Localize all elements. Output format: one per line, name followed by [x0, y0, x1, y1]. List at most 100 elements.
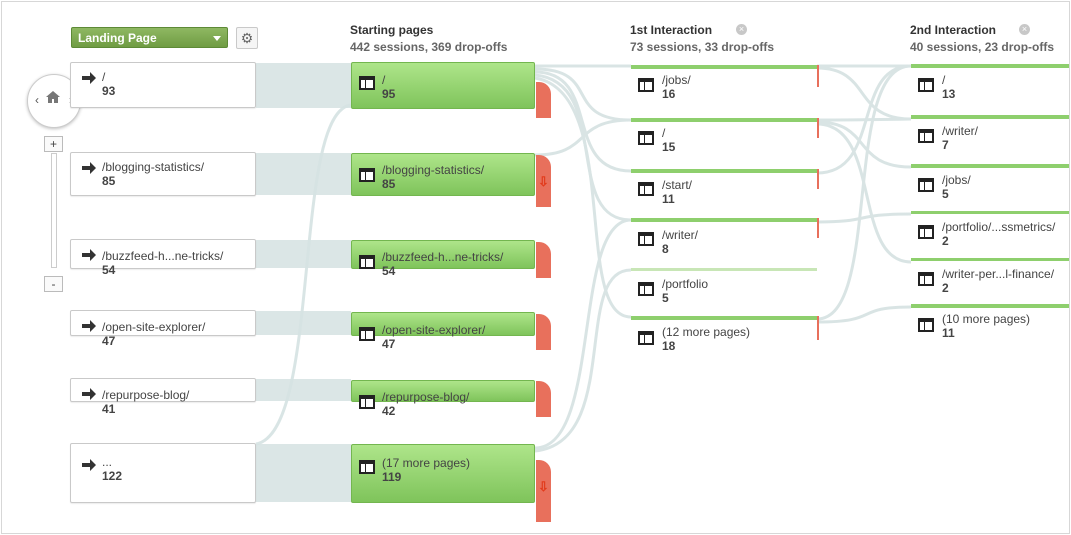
node-label: /writer/ [942, 124, 978, 138]
column-title: 1st Interaction [630, 23, 713, 37]
flow-s1-i3 [534, 70, 632, 173]
chevron-left-icon[interactable]: ‹ [35, 93, 39, 107]
landing-node[interactable]: /blogging-statistics/85 [70, 152, 256, 196]
zoom-out-button[interactable]: - [44, 276, 63, 292]
starting-node[interactable]: /95 [351, 62, 535, 109]
gear-icon[interactable]: ⚙ [236, 27, 258, 49]
entry-arrow-icon [82, 162, 96, 174]
starting-node[interactable]: /buzzfeed-h...ne-tricks/54 [351, 240, 535, 278]
flow-i2-j3 [816, 120, 912, 169]
flow-landing-5 [256, 379, 351, 401]
node-label: /writer/ [662, 228, 698, 242]
flow-s2-i2 [534, 118, 632, 157]
node-value: 85 [382, 177, 396, 191]
node-value: 7 [942, 138, 949, 152]
dropoff-bar [817, 218, 819, 238]
home-icon[interactable] [45, 90, 61, 107]
flow-landing-1 [256, 63, 351, 108]
entry-arrow-icon [82, 320, 96, 332]
flow-s6-i5 [534, 268, 632, 453]
column-header-1st: 1st Interaction 73 sessions, 33 drop-off… [630, 23, 774, 54]
node-label: /portfolio/...ssmetrics/ [942, 220, 1056, 234]
interaction-node[interactable]: /jobs/16 [631, 65, 821, 113]
interaction-node[interactable]: /portfolio/...ssmetrics/2 [911, 211, 1069, 259]
node-value: 85 [102, 174, 116, 188]
page-icon [359, 327, 375, 341]
node-bar [911, 164, 1069, 168]
interaction-node[interactable]: /portfolio 5 [631, 268, 821, 316]
node-value: 41 [102, 402, 116, 416]
interaction-node[interactable]: /jobs/5 [911, 164, 1069, 212]
column-summary: 73 sessions, 33 drop-offs [630, 40, 775, 54]
page-icon [359, 395, 375, 409]
dimension-dropdown[interactable]: Landing Page [71, 27, 228, 48]
starting-node[interactable]: /open-site-explorer/47 [351, 312, 535, 351]
node-label: / [382, 73, 386, 87]
interaction-node[interactable]: /writer/8 [631, 218, 821, 266]
node-value: 47 [382, 337, 396, 351]
starting-node[interactable]: (17 more pages) 119 [351, 444, 535, 503]
node-value: 16 [662, 87, 676, 101]
flow-i6-j6 [816, 305, 912, 324]
flow-cross-1 [255, 103, 352, 446]
node-value: 5 [662, 291, 669, 305]
flow-i4-j4 [816, 212, 912, 224]
interaction-node[interactable]: /13 [911, 64, 1069, 112]
interaction-node[interactable]: (12 more pages) 18 [631, 316, 821, 364]
node-value: 122 [102, 469, 123, 483]
close-icon[interactable]: × [736, 24, 747, 35]
dropoff-bar[interactable] [536, 381, 551, 417]
node-value: 54 [102, 263, 116, 277]
node-bar [911, 64, 1069, 68]
interaction-node[interactable]: /start/11 [631, 169, 821, 217]
landing-node[interactable]: /open-site-explorer/47 [70, 310, 256, 348]
node-label: ... [102, 455, 113, 469]
node-bar [631, 169, 817, 173]
flow-i6-j1 [816, 64, 912, 321]
node-label: /open-site-explorer/ [102, 320, 206, 334]
starting-node[interactable]: /repurpose-blog/42 [351, 380, 535, 418]
dropoff-bar[interactable] [536, 314, 551, 350]
landing-node[interactable]: ... 122 [70, 443, 256, 503]
flow-i3-j1 [816, 64, 912, 175]
node-bar [911, 258, 1069, 261]
page-icon [359, 76, 375, 90]
node-value: 95 [382, 87, 396, 101]
dropoff-bar[interactable] [536, 460, 551, 522]
dropoff-bar[interactable] [536, 82, 551, 118]
flow-s6-i4 [534, 218, 632, 450]
zoom-slider[interactable] [51, 153, 57, 268]
dropoff-bar[interactable] [536, 155, 551, 207]
landing-node[interactable]: /93 [70, 62, 256, 108]
close-icon[interactable]: × [1019, 24, 1030, 35]
node-value: 5 [942, 187, 949, 201]
node-label: /start/ [662, 178, 693, 192]
interaction-node[interactable]: /15 [631, 118, 821, 166]
node-value: 2 [942, 281, 949, 295]
flow-s1-i2 [534, 67, 632, 122]
column-summary: 40 sessions, 23 drop-offs [910, 40, 1055, 54]
interaction-node[interactable]: (10 more pages) 11 [911, 304, 1069, 352]
page-icon [918, 272, 934, 286]
node-label: /buzzfeed-h...ne-tricks/ [102, 249, 224, 263]
page-icon [918, 178, 934, 192]
flow-i1-j2 [816, 66, 912, 121]
page-icon [638, 78, 654, 92]
node-bar [631, 218, 817, 222]
node-label: (17 more pages) [382, 456, 471, 470]
interaction-node[interactable]: /writer-per...l-finance/2 [911, 258, 1069, 306]
dropoff-bar[interactable] [536, 242, 551, 278]
interaction-node[interactable]: /writer/7 [911, 115, 1069, 163]
dropoff-arrow-icon: ⇩ [538, 479, 549, 494]
starting-node[interactable]: /blogging-statistics/85 [351, 153, 535, 196]
node-value: 47 [102, 334, 116, 348]
node-label: /jobs/ [942, 173, 971, 187]
landing-node[interactable]: /repurpose-blog/41 [70, 378, 256, 416]
node-bar [631, 316, 817, 320]
landing-node[interactable]: /buzzfeed-h...ne-tricks/54 [70, 239, 256, 277]
node-value: 119 [382, 470, 402, 484]
node-label: /repurpose-blog/ [382, 390, 470, 404]
zoom-in-button[interactable]: + [44, 136, 63, 152]
